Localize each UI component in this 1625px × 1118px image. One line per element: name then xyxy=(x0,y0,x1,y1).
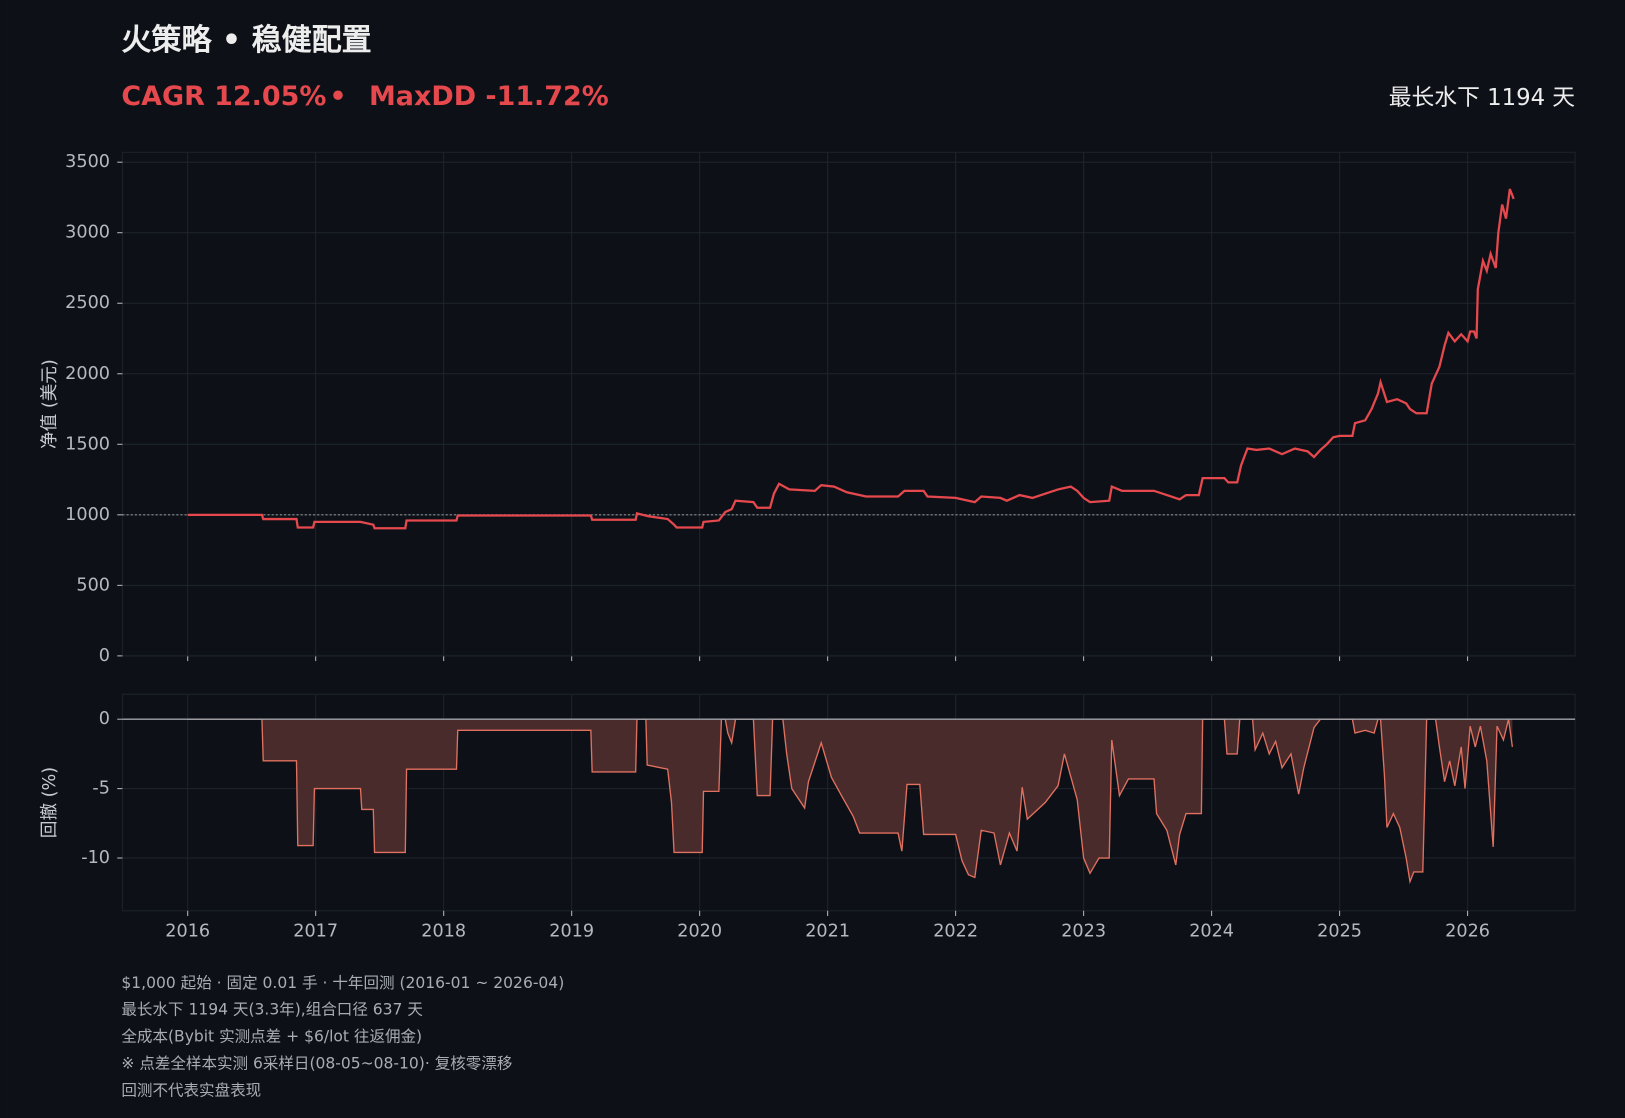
footnote: 最长水下 1194 天(3.3年),组合口径 637 天 xyxy=(121,1001,423,1019)
y-tick-label: 0 xyxy=(99,646,110,666)
right-note: 最长水下 1194 天 xyxy=(1389,85,1575,111)
x-tick-label: 2025 xyxy=(1317,921,1362,941)
y-tick-label: 2000 xyxy=(65,364,110,384)
y-tick-label: 3500 xyxy=(65,152,110,172)
y-axis-label: 净值 (美元) xyxy=(40,359,60,449)
x-tick-label: 2017 xyxy=(293,921,338,941)
x-tick-label: 2018 xyxy=(421,921,466,941)
y-tick-label: 3000 xyxy=(65,223,110,243)
drawdown-line xyxy=(187,718,1514,885)
y-tick-label: 0 xyxy=(99,709,110,729)
drawdown-area xyxy=(187,719,1513,882)
y-tick-label: 1500 xyxy=(65,434,110,454)
x-tick-label: 2024 xyxy=(1189,921,1234,941)
metric-cagr: CAGR 12.05% xyxy=(121,81,326,112)
metric-maxdd: MaxDD -11.72% xyxy=(369,81,609,112)
plot-area xyxy=(121,151,1576,657)
x-tick-label: 2023 xyxy=(1061,921,1106,941)
x-tick-label: 2019 xyxy=(549,921,594,941)
footnote: 回测不代表实盘表现 xyxy=(121,1081,261,1100)
y-tick-label: -5 xyxy=(92,779,110,799)
footnote: 全成本(Bybit 实测点差 + $6/lot 往返佣金) xyxy=(121,1028,422,1046)
y-tick-label: 500 xyxy=(76,575,110,595)
x-tick-label: 2021 xyxy=(805,921,850,941)
x-tick-label: 2026 xyxy=(1445,921,1490,941)
footnote: $1,000 起始 · 固定 0.01 手 · 十年回测 (2016-01 ~ … xyxy=(121,974,564,992)
footnotes: $1,000 起始 · 固定 0.01 手 · 十年回测 (2016-01 ~ … xyxy=(121,974,564,1100)
y-axis-label: 回撤 (%) xyxy=(40,767,60,838)
x-tick-label: 2016 xyxy=(165,921,210,941)
x-tick-label: 2022 xyxy=(933,921,978,941)
y-tick-label: 1000 xyxy=(65,505,110,525)
title: 火策略 • 稳健配置 xyxy=(121,23,371,58)
y-tick-label: 2500 xyxy=(65,293,110,313)
y-tick-label: -10 xyxy=(81,848,110,868)
x-tick-label: 2020 xyxy=(677,921,722,941)
footnote: ※ 点差全样本实测 6采样日(08-05~08-10)· 复核零漂移 xyxy=(121,1055,512,1073)
separator: • xyxy=(329,81,346,112)
equity-line xyxy=(187,188,1515,530)
